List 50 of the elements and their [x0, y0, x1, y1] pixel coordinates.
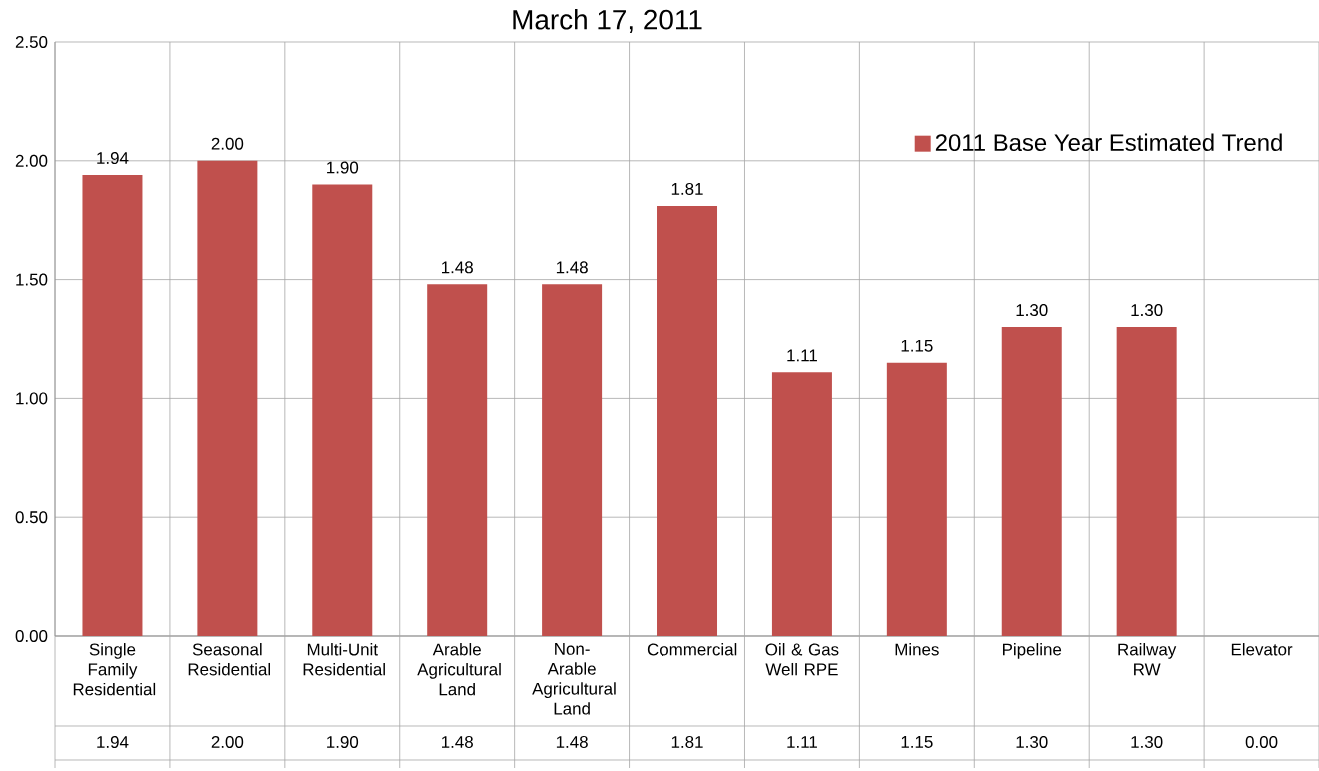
x-tick-label: Arable Agricultural Land: [417, 643, 501, 696]
bar: [657, 205, 718, 636]
y-tick-label: 2.50: [15, 36, 48, 48]
data-label: 1.30: [1016, 736, 1048, 748]
text: 2.00: [211, 137, 244, 150]
data-label: 2.00: [211, 736, 244, 748]
text: 1.30: [1131, 304, 1163, 317]
text: 1.30: [1016, 304, 1048, 317]
x-tick-label: Elevator: [1231, 643, 1293, 656]
bar: [1001, 327, 1062, 636]
x-tick-label: Multi-Unit Residential: [303, 643, 385, 676]
y-tick-label: 1.00: [16, 392, 48, 405]
bar: [82, 175, 143, 636]
data-label: 1.48: [442, 736, 473, 748]
data-label: 1.48: [556, 736, 588, 748]
text: 1.48: [556, 261, 588, 274]
x-tick-label: Mines: [895, 643, 939, 656]
y-tick-label: 0.00: [15, 630, 48, 642]
bar: [1116, 327, 1177, 636]
text: 1.94: [97, 152, 129, 164]
text: 1.48: [442, 261, 473, 274]
x-tick-label: Seasonal Residential: [188, 643, 271, 676]
y-tick-label: 1.50: [16, 273, 48, 286]
data-label: 1.94: [97, 736, 129, 748]
x-tick-label: Single Family Residential: [73, 643, 156, 696]
data-label: 1.90: [327, 736, 359, 748]
text: 1.11: [787, 349, 817, 362]
legend-label: 2011 Base Year Estimated Trend: [935, 133, 1282, 152]
bar: [771, 372, 832, 636]
text: 1.90: [327, 161, 359, 174]
text: 1.15: [901, 339, 933, 352]
x-tick-label: Oil & Gas Well RPE: [765, 643, 839, 676]
chart-title: March 17, 2011: [513, 9, 702, 33]
bar: [312, 184, 373, 636]
data-label: 1.15: [901, 736, 933, 748]
x-tick-label: Railway RW: [1118, 643, 1177, 676]
x-tick-label: Pipeline: [1002, 643, 1062, 659]
data-label: 1.11: [787, 736, 817, 748]
x-tick-label: Commercial: [647, 643, 737, 656]
data-label: 1.81: [671, 736, 703, 748]
y-tick-label: 0.50: [15, 511, 48, 524]
bar: [427, 284, 488, 636]
y-tick-label: 2.00: [15, 154, 48, 167]
text: 1.81: [671, 182, 703, 195]
bar: [197, 160, 258, 636]
bar: [886, 362, 947, 636]
data-label: 1.30: [1131, 736, 1163, 748]
data-label: 0.00: [1245, 736, 1278, 748]
bar: [542, 284, 603, 636]
x-tick-label: Non-Arable Agricultural Land: [532, 643, 616, 715]
